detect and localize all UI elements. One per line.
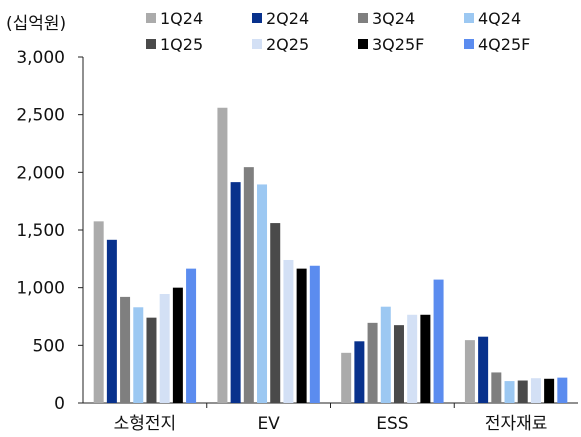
- bar-2q25-3: [530, 378, 541, 403]
- y-tick-label: 1,500: [16, 221, 65, 241]
- bar-1q24-3: [464, 340, 475, 403]
- legend-label: 3Q24: [372, 9, 416, 28]
- bar-3q25f-3: [544, 378, 555, 403]
- bar-4q25f-3: [557, 377, 568, 403]
- legend-swatch: [252, 13, 262, 23]
- x-category-label: 전자재료: [485, 414, 548, 434]
- bar-3q24-2: [367, 322, 378, 403]
- bar-3q25f-1: [296, 268, 307, 403]
- bar-4q25f-0: [186, 268, 197, 403]
- legend-item-4q24: 4Q24: [464, 9, 521, 28]
- legend-label: 2Q24: [266, 9, 310, 28]
- legend-swatch: [464, 13, 474, 23]
- legend-swatch: [358, 13, 368, 23]
- bar-1q25-0: [146, 317, 157, 403]
- y-tick-label: 1,000: [16, 279, 65, 299]
- bar-3q25f-2: [420, 314, 431, 403]
- bar-3q24-1: [243, 167, 254, 403]
- legend-item-3q24: 3Q24: [358, 9, 415, 28]
- legend-swatch: [358, 39, 368, 49]
- legend-swatch: [146, 13, 156, 23]
- x-category-label: EV: [257, 414, 280, 434]
- bar-3q25f-0: [172, 287, 183, 403]
- bar-4q24-1: [257, 184, 268, 403]
- bar-1q25-2: [393, 325, 404, 403]
- legend-label: 1Q24: [160, 9, 204, 28]
- legend-item-1q25: 1Q25: [146, 35, 203, 54]
- legend-item-2q25: 2Q25: [252, 35, 309, 54]
- bar-2q24-0: [106, 239, 117, 403]
- legend-swatch: [252, 39, 262, 49]
- bar-2q24-2: [354, 341, 365, 403]
- y-tick-label: 500: [33, 336, 65, 356]
- legend-item-2q24: 2Q24: [252, 9, 309, 28]
- legend-item-1q24: 1Q24: [146, 9, 203, 28]
- legend-swatch: [464, 39, 474, 49]
- bar-2q25-0: [159, 294, 170, 403]
- y-tick-label: 3,000: [16, 48, 65, 68]
- bar-1q25-3: [517, 380, 528, 403]
- legend-label: 3Q25F: [372, 35, 425, 54]
- legend-item-4q25f: 4Q25F: [464, 35, 530, 54]
- bar-1q24-1: [217, 107, 228, 403]
- x-category-label: 소형전지: [114, 414, 177, 434]
- bar-2q25-2: [407, 314, 418, 403]
- bar-2q25-1: [283, 259, 294, 403]
- bar-1q24-0: [93, 221, 104, 403]
- bar-4q25f-1: [309, 265, 320, 403]
- bar-3q24-3: [491, 372, 502, 403]
- bar-4q24-3: [504, 381, 515, 403]
- legend-item-3q25f: 3Q25F: [358, 35, 424, 54]
- y-tick-label: 2,000: [16, 163, 65, 183]
- y-tick-label: 2,500: [16, 106, 65, 126]
- legend-label: 1Q25: [160, 35, 204, 54]
- bar-2q24-1: [230, 182, 241, 403]
- bar-1q24-2: [341, 352, 352, 403]
- y-tick-label: 0: [54, 394, 65, 414]
- legend-label: 4Q25F: [478, 35, 531, 54]
- legend-swatch: [146, 39, 156, 49]
- y-axis-unit-label: (십억원): [6, 14, 67, 34]
- bar-1q25-1: [270, 223, 281, 403]
- bar-3q24-0: [120, 296, 131, 403]
- legend-label: 4Q24: [478, 9, 522, 28]
- x-category-label: ESS: [376, 414, 408, 434]
- bar-4q24-0: [133, 307, 144, 403]
- bar-2q24-3: [478, 336, 489, 403]
- bar-4q25f-2: [433, 279, 444, 403]
- legend-label: 2Q25: [266, 35, 310, 54]
- bar-4q24-2: [380, 306, 391, 403]
